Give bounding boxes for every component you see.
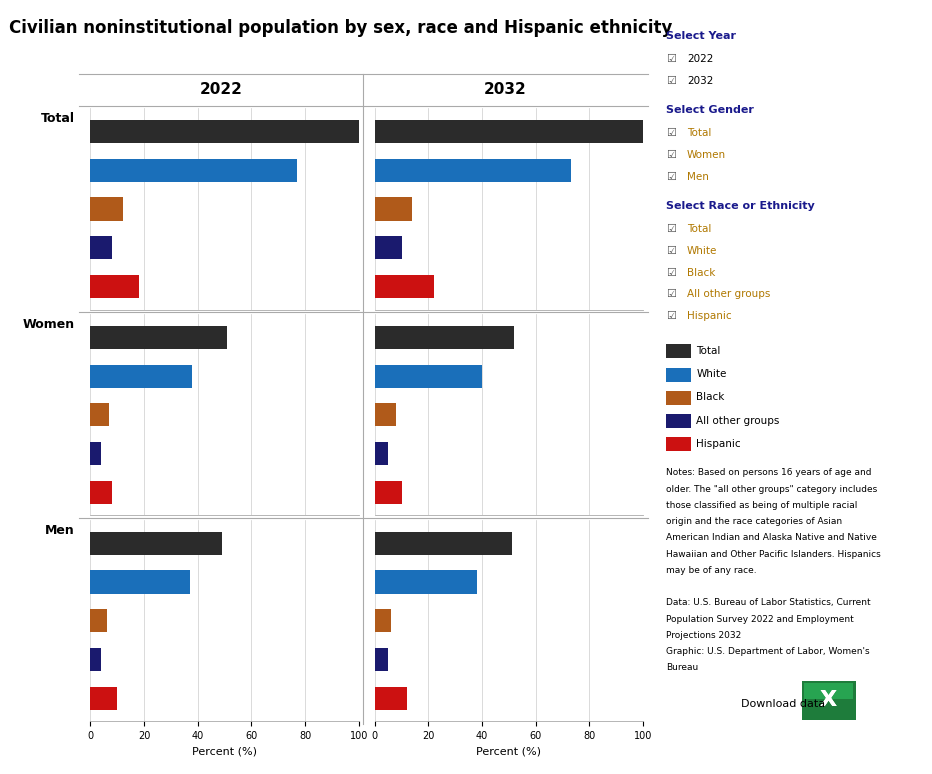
Bar [375, 648, 388, 671]
Text: ☑: ☑ [666, 246, 677, 256]
Text: ☑: ☑ [666, 289, 677, 300]
Text: those classified as being of multiple racial: those classified as being of multiple ra… [666, 501, 857, 510]
Text: Projections 2032: Projections 2032 [666, 631, 742, 640]
Bar [375, 159, 570, 182]
Bar [90, 120, 359, 143]
Bar [90, 275, 139, 298]
Text: Men: Men [687, 172, 708, 182]
X-axis label: Percent (%): Percent (%) [192, 747, 257, 757]
Bar [90, 159, 297, 182]
X-axis label: Percent (%): Percent (%) [476, 747, 541, 757]
Text: Data: U.S. Bureau of Labor Statistics, Current: Data: U.S. Bureau of Labor Statistics, C… [666, 598, 871, 608]
Text: All other groups: All other groups [696, 416, 779, 426]
Text: Total: Total [687, 128, 711, 139]
Bar [90, 648, 102, 671]
Bar [90, 609, 106, 632]
Bar [375, 120, 651, 143]
Text: 2032: 2032 [485, 82, 527, 98]
Text: ☑: ☑ [666, 150, 677, 160]
Bar [375, 442, 388, 465]
Text: Download data: Download data [741, 700, 825, 709]
Bar [90, 481, 112, 504]
Bar [90, 197, 123, 221]
Bar [375, 275, 433, 298]
Bar [90, 236, 112, 259]
FancyBboxPatch shape [804, 683, 853, 698]
Text: Black: Black [696, 392, 724, 402]
Text: Select Gender: Select Gender [666, 105, 754, 115]
Text: Total: Total [41, 112, 75, 125]
Text: American Indian and Alaska Native and Native: American Indian and Alaska Native and Na… [666, 533, 877, 543]
Text: Hispanic: Hispanic [696, 439, 741, 449]
Bar [375, 326, 514, 349]
Bar [375, 365, 482, 388]
Text: Black: Black [687, 268, 715, 278]
Bar [90, 442, 102, 465]
Bar [375, 236, 402, 259]
Text: Men: Men [45, 524, 75, 537]
Text: Population Survey 2022 and Employment: Population Survey 2022 and Employment [666, 615, 854, 624]
Bar [375, 609, 391, 632]
Bar [90, 403, 109, 426]
Text: Hispanic: Hispanic [687, 311, 732, 321]
Text: Total: Total [696, 346, 720, 356]
Text: Select Race or Ethnicity: Select Race or Ethnicity [666, 201, 816, 211]
Text: X: X [820, 690, 837, 711]
Bar [90, 326, 227, 349]
Bar [90, 687, 117, 710]
Text: ☑: ☑ [666, 54, 677, 64]
Text: White: White [696, 369, 727, 379]
Text: Hawaiian and Other Pacific Islanders. Hispanics: Hawaiian and Other Pacific Islanders. Hi… [666, 550, 881, 559]
Text: X: X [820, 690, 837, 711]
Text: White: White [687, 246, 718, 256]
Bar [375, 403, 396, 426]
Text: Civilian noninstitutional population by sex, race and Hispanic ethnicity: Civilian noninstitutional population by … [9, 19, 673, 37]
Text: 2022: 2022 [687, 54, 713, 64]
Text: ☑: ☑ [666, 76, 677, 86]
Text: ☑: ☑ [666, 128, 677, 139]
Text: ☑: ☑ [666, 172, 677, 182]
Text: 2022: 2022 [199, 82, 243, 98]
Text: Bureau: Bureau [666, 663, 699, 673]
Bar [375, 687, 407, 710]
Text: ☑: ☑ [666, 311, 677, 321]
Text: All other groups: All other groups [687, 289, 770, 300]
Text: Total: Total [687, 224, 711, 235]
Bar [90, 570, 190, 594]
Text: ☑: ☑ [666, 268, 677, 278]
Text: Graphic: U.S. Department of Labor, Women's: Graphic: U.S. Department of Labor, Women… [666, 647, 870, 656]
Text: Select Year: Select Year [666, 31, 736, 41]
Bar [375, 532, 512, 555]
Bar [90, 365, 192, 388]
Text: Women: Women [687, 150, 726, 160]
Text: Notes: Based on persons 16 years of age and: Notes: Based on persons 16 years of age … [666, 468, 871, 478]
Bar [375, 570, 476, 594]
Text: may be of any race.: may be of any race. [666, 566, 757, 575]
Bar [90, 532, 222, 555]
Text: 2032: 2032 [687, 76, 713, 86]
Text: older. The "all other groups" category includes: older. The "all other groups" category i… [666, 485, 878, 494]
Text: origin and the race categories of Asian: origin and the race categories of Asian [666, 517, 843, 526]
Text: Women: Women [22, 318, 75, 331]
Bar [375, 481, 402, 504]
Text: ☑: ☑ [666, 224, 677, 235]
Bar [375, 197, 412, 221]
